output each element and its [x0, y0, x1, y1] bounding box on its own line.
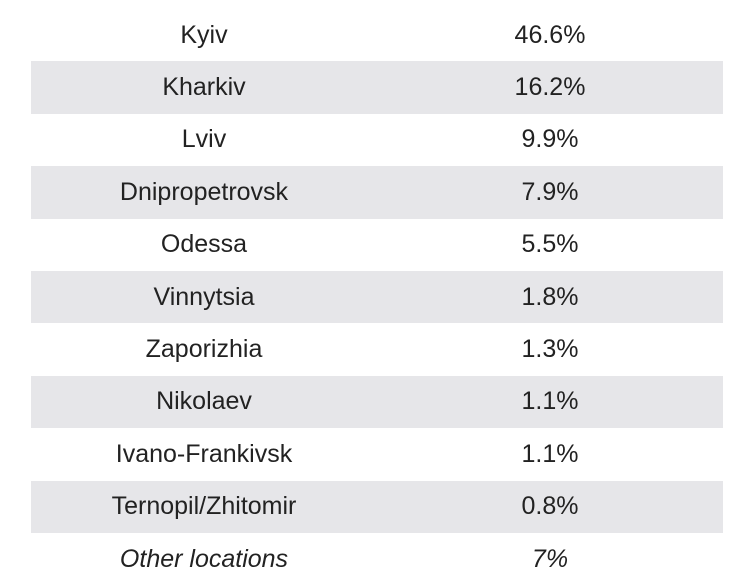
- location-name: Zaporizhia: [145, 335, 263, 364]
- location-percentage: 1.8%: [521, 282, 579, 311]
- location-name: Odessa: [160, 230, 248, 259]
- table-row: Kyiv 46.6%: [31, 9, 723, 61]
- location-name: Ivano-Frankivsk: [115, 439, 293, 468]
- table-row: Vinnytsia 1.8%: [31, 270, 723, 324]
- table-row: Zaporizhia 1.3%: [31, 323, 723, 375]
- location-percentage: 0.8%: [521, 492, 579, 521]
- table-row-other-locations: Other locations 7%: [31, 533, 723, 585]
- location-name: Nikolaev: [156, 387, 252, 416]
- location-percentage: 16.2%: [514, 73, 586, 102]
- location-percentage: 1.1%: [521, 439, 579, 468]
- table-row: Nikolaev 1.1%: [31, 375, 723, 429]
- table-row: Odessa 5.5%: [31, 219, 723, 271]
- location-percentage: 9.9%: [521, 125, 579, 154]
- location-percentage: 1.1%: [521, 387, 579, 416]
- location-percentage: 1.3%: [521, 335, 579, 364]
- table-row: Kharkiv 16.2%: [31, 61, 723, 114]
- table-row: Lviv 9.9%: [31, 114, 723, 166]
- location-name: Dnipropetrovsk: [119, 177, 289, 206]
- location-name: Kyiv: [180, 20, 228, 49]
- location-name: Kharkiv: [162, 73, 246, 102]
- location-share-table: Kyiv 46.6% Kharkiv 16.2% Lviv 9.9% Dnipr…: [31, 9, 723, 585]
- location-percentage: 46.6%: [514, 20, 586, 49]
- table-row: Ivano-Frankivsk 1.1%: [31, 428, 723, 480]
- location-name: Vinnytsia: [153, 282, 255, 311]
- table-row: Dnipropetrovsk 7.9%: [31, 166, 723, 219]
- table-row: Ternopil/Zhitomir 0.8%: [31, 480, 723, 533]
- location-percentage: 5.5%: [521, 230, 579, 259]
- location-percentage: 7.9%: [521, 177, 579, 206]
- location-name: Other locations: [119, 544, 289, 573]
- location-name: Ternopil/Zhitomir: [111, 492, 297, 521]
- location-name: Lviv: [181, 125, 227, 154]
- location-percentage: 7%: [531, 544, 569, 573]
